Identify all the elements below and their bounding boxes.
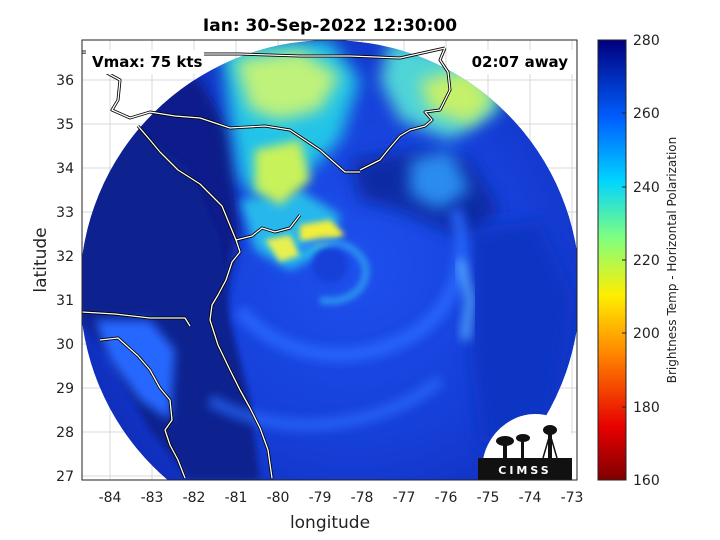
colorbar: 280 260 240 220 200 180 160 Brightness T… bbox=[597, 33, 679, 489]
y-tick: 30 bbox=[56, 337, 74, 353]
x-tick: -77 bbox=[393, 490, 416, 506]
colorbar-tick: 240 bbox=[633, 180, 660, 196]
microwave-swath bbox=[82, 40, 577, 480]
y-tick: 34 bbox=[56, 161, 74, 177]
x-tick: -78 bbox=[351, 490, 374, 506]
x-tick: -74 bbox=[519, 490, 542, 506]
colorbar-tick: 180 bbox=[633, 400, 660, 416]
y-tick: 31 bbox=[56, 293, 74, 309]
away-box: 02:07 away bbox=[472, 50, 574, 74]
y-tick: 35 bbox=[56, 117, 74, 133]
logo-text: CIMSS bbox=[498, 464, 551, 477]
water-tower-icon bbox=[542, 425, 558, 459]
x-tick-labels: -84 -83 -82 -81 -80 -79 -78 -77 -76 -75 … bbox=[99, 490, 584, 506]
y-tick: 27 bbox=[56, 469, 74, 485]
y-tick-labels: 27 28 29 30 31 32 33 34 35 36 bbox=[56, 73, 74, 485]
x-tick: -75 bbox=[477, 490, 500, 506]
x-tick: -76 bbox=[435, 490, 458, 506]
y-tick: 28 bbox=[56, 425, 74, 441]
cimss-logo: CIMSS bbox=[478, 414, 577, 480]
colorbar-ramp bbox=[597, 39, 627, 481]
y-tick: 33 bbox=[56, 205, 74, 221]
x-tick: -81 bbox=[225, 490, 248, 506]
colorbar-tick: 160 bbox=[633, 473, 660, 489]
x-tick: -80 bbox=[267, 490, 290, 506]
colorbar-tick: 200 bbox=[633, 326, 660, 342]
satellite-dish-icon bbox=[496, 434, 530, 458]
figure-title: Ian: 30-Sep-2022 12:30:00 bbox=[203, 16, 457, 36]
colorbar-label: Brightness Temp - Horizontal Polarizatio… bbox=[665, 137, 679, 384]
away-text: 02:07 away bbox=[472, 53, 569, 71]
axes-frame bbox=[81, 39, 578, 481]
vmax-box: Vmax: 75 kts bbox=[86, 50, 204, 74]
y-axis-label: latitude bbox=[31, 227, 51, 292]
map-axes: Vmax: 75 kts 02:07 away CIMSS bbox=[82, 40, 577, 480]
colorbar-tick: 220 bbox=[633, 253, 660, 269]
x-tick: -73 bbox=[561, 490, 584, 506]
y-tick: 36 bbox=[56, 73, 74, 89]
x-tick: -82 bbox=[183, 490, 206, 506]
x-tick: -83 bbox=[141, 490, 164, 506]
colorbar-tick: 280 bbox=[633, 33, 660, 49]
x-axis-label: longitude bbox=[290, 513, 370, 533]
x-tick: -84 bbox=[99, 490, 122, 506]
vmax-text: Vmax: 75 kts bbox=[92, 53, 202, 71]
y-tick: 29 bbox=[56, 381, 74, 397]
colorbar-tick: 260 bbox=[633, 106, 660, 122]
x-tick: -79 bbox=[309, 490, 332, 506]
y-tick: 32 bbox=[56, 249, 74, 265]
